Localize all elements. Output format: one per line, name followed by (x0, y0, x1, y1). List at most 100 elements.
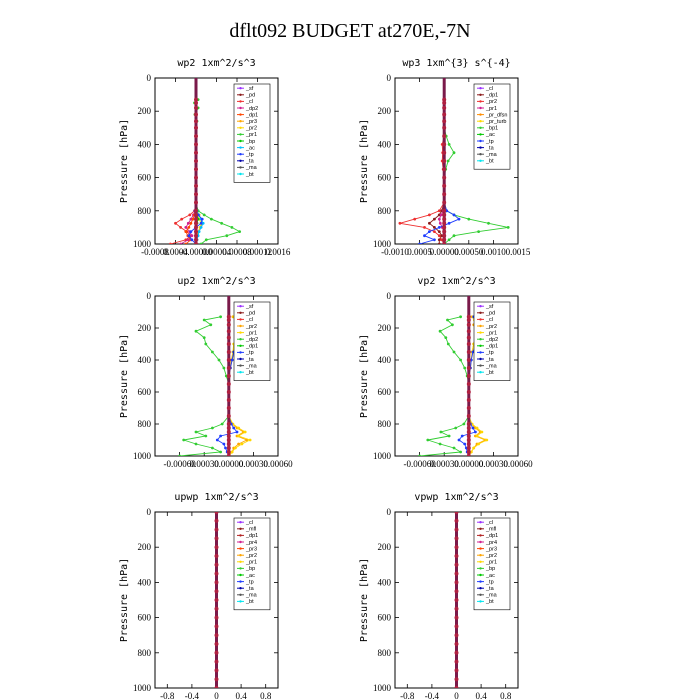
zero-line-point (466, 422, 471, 426)
y-axis-label: Pressure [hPa] (119, 558, 130, 642)
zero-line-point (466, 335, 471, 340)
legend-label: _pr3 (245, 546, 257, 552)
series-line (399, 99, 445, 244)
series-point (204, 434, 208, 438)
series-point (211, 426, 214, 430)
zero-line-point (442, 192, 447, 197)
legend-marker (479, 113, 482, 116)
zero-line-point (466, 414, 471, 418)
series-point (413, 217, 417, 221)
y-axis-label: Pressure [hPa] (119, 119, 130, 203)
series-point (459, 315, 462, 319)
zero-line-point (214, 633, 219, 638)
zero-line-point (194, 97, 198, 102)
legend-label: _pr4 (485, 540, 497, 546)
zero-line-point (194, 212, 198, 217)
series-point (446, 318, 449, 322)
zero-line-point (442, 134, 447, 139)
series-point (220, 221, 224, 225)
legend-marker (479, 106, 482, 110)
zero-line-point (194, 242, 198, 244)
y-tick-label: 600 (378, 173, 392, 183)
legend-marker (239, 600, 242, 603)
series-point (194, 329, 198, 333)
y-tick-label: 400 (378, 139, 392, 149)
series-point (437, 217, 441, 221)
legend-label: _ta (245, 357, 255, 363)
zero-line-point (194, 159, 198, 163)
legend-marker (479, 540, 482, 544)
zero-line-point (442, 221, 447, 226)
y-tick-label: 400 (378, 577, 392, 587)
zero-line-point (466, 314, 471, 319)
zero-line-point (194, 119, 198, 124)
zero-line-point (214, 598, 219, 602)
zero-line-point (466, 450, 471, 454)
zero-line-point (226, 422, 231, 426)
zero-line-point (442, 142, 447, 147)
y-tick-label: 0 (147, 507, 152, 517)
x-tick-label: 0.00030 (239, 459, 269, 469)
series-point (234, 446, 237, 450)
series-point (474, 430, 477, 434)
x-tick-label: -0.4 (185, 691, 200, 700)
legend-label: _ma (245, 363, 258, 369)
series-point (423, 234, 426, 238)
panel-title: upwp 1xm^2/s^3 (174, 492, 258, 503)
legend-marker (479, 146, 482, 149)
y-tick-label: 800 (138, 206, 152, 216)
legend-marker (239, 305, 242, 308)
legend-marker (239, 357, 242, 361)
legend-label: _pr_turb (485, 119, 507, 125)
y-tick-label: 1000 (373, 239, 392, 249)
x-tick-label: 0.00060 (263, 459, 293, 469)
zero-line-point (226, 450, 231, 454)
series-point (189, 221, 193, 225)
series-point (197, 230, 201, 234)
legend-marker (479, 554, 482, 557)
legend-label: _cl (245, 99, 253, 105)
series-point (467, 217, 471, 221)
panel-5: upwp 1xm^2/s^3 Pressure [hPa] 0 200 400 600 80… (119, 492, 279, 700)
zero-line-point (454, 624, 459, 629)
zero-line-point (454, 668, 459, 673)
series-point (215, 438, 219, 442)
series-point (447, 221, 451, 225)
zero-line-point (454, 615, 459, 620)
series-point (178, 454, 181, 456)
zero-line-point (466, 438, 471, 442)
series-point (194, 430, 198, 434)
zero-line-point (466, 398, 471, 402)
x-tick-label: 0 (454, 691, 459, 700)
legend-marker (239, 540, 242, 544)
zero-line-point (442, 183, 447, 188)
legend-label: _ta (245, 159, 255, 165)
legend-label: _bt (245, 172, 254, 178)
legend-label: _pr3 (485, 546, 497, 552)
zero-line-point (226, 398, 231, 402)
zero-line-point (226, 414, 231, 418)
legend-label: _pr1 (485, 330, 497, 336)
series-point (222, 366, 226, 370)
series-group (454, 512, 459, 688)
x-tick-label: 0.0004 (163, 247, 188, 257)
zero-line-point (214, 562, 219, 567)
legend-label: _pr1 (245, 330, 257, 336)
series-point (235, 430, 239, 434)
series-point (452, 213, 456, 217)
series-point (182, 438, 186, 442)
series-point (237, 434, 241, 438)
zero-line-point (466, 446, 471, 450)
legend-marker (239, 593, 242, 596)
series-point (248, 438, 252, 442)
legend-label: _pr2 (485, 324, 497, 330)
panel-3: up2 1xm^2/s^3 Pressure [hPa] 0 200 400 600 800… (119, 276, 293, 469)
legend-marker (479, 87, 482, 90)
panel-6: vpwp 1xm^2/s^3 Pressure [hPa] 0 200 400 600 80… (359, 492, 519, 700)
legend-marker (479, 133, 482, 136)
series-point (438, 442, 442, 446)
legend-marker (239, 351, 242, 354)
zero-line-point (226, 406, 231, 410)
series-point (471, 350, 475, 354)
y-tick-label: 0 (387, 507, 392, 517)
